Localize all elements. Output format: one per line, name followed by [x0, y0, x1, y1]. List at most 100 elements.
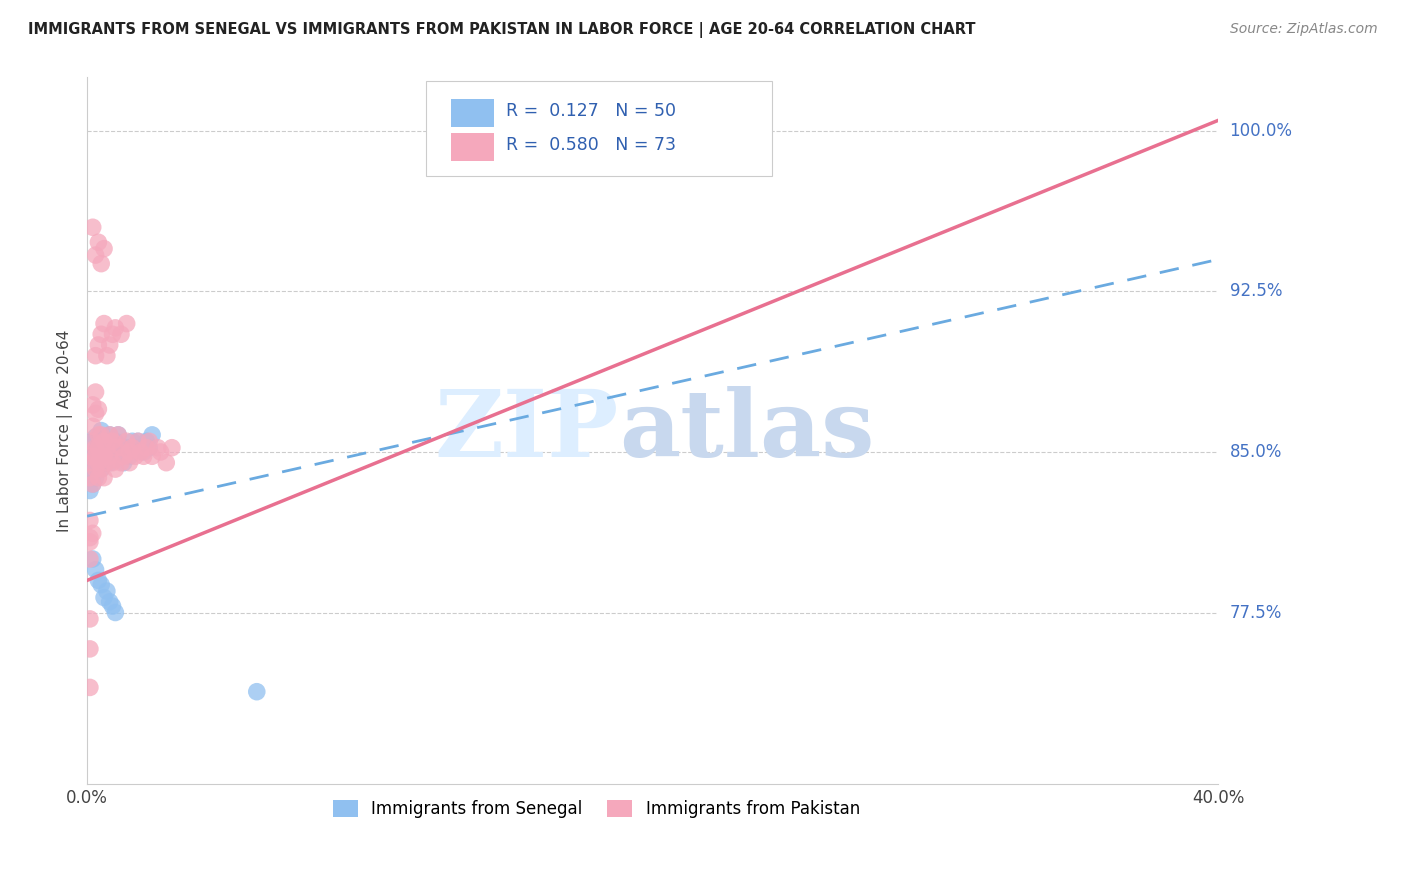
Point	[90, 577, 112, 591]
Point	[112, 456, 135, 470]
Point	[84, 450, 107, 464]
Point	[98, 450, 121, 464]
Point	[87, 338, 110, 352]
Point	[93, 471, 115, 485]
Point	[79, 483, 101, 498]
Point	[79, 450, 101, 464]
Point	[112, 450, 135, 464]
Point	[90, 424, 112, 438]
Point	[84, 445, 107, 459]
Point	[87, 460, 110, 475]
Point	[138, 441, 160, 455]
Point	[79, 681, 101, 695]
Text: 85.0%: 85.0%	[1230, 443, 1282, 461]
Point	[84, 462, 107, 476]
Point	[118, 445, 141, 459]
Point	[138, 434, 160, 449]
Point	[141, 428, 163, 442]
Point	[160, 441, 183, 455]
Bar	[451, 99, 495, 127]
FancyBboxPatch shape	[426, 81, 772, 177]
Point	[127, 434, 149, 449]
Point	[87, 441, 110, 455]
Text: atlas: atlas	[619, 385, 875, 475]
Point	[79, 531, 101, 545]
Point	[84, 248, 107, 262]
Point	[101, 456, 124, 470]
Point	[96, 349, 118, 363]
Point	[82, 552, 104, 566]
Point	[93, 317, 115, 331]
Text: Source: ZipAtlas.com: Source: ZipAtlas.com	[1230, 22, 1378, 37]
Point	[84, 563, 107, 577]
Point	[104, 441, 127, 455]
Point	[82, 477, 104, 491]
Point	[115, 317, 138, 331]
Point	[132, 445, 155, 459]
Point	[84, 471, 107, 485]
Point	[101, 441, 124, 455]
Point	[129, 445, 152, 459]
Point	[82, 434, 104, 449]
Point	[79, 456, 101, 470]
Point	[82, 477, 104, 491]
Point	[110, 327, 132, 342]
Point	[87, 471, 110, 485]
Point	[121, 434, 143, 449]
Point	[104, 462, 127, 476]
Point	[121, 441, 143, 455]
Point	[79, 612, 101, 626]
Point	[93, 456, 115, 470]
Point	[101, 327, 124, 342]
Point	[96, 450, 118, 464]
Point	[90, 257, 112, 271]
Point	[118, 456, 141, 470]
Point	[101, 599, 124, 613]
Point	[87, 235, 110, 250]
Point	[93, 434, 115, 449]
Point	[87, 441, 110, 455]
Point	[79, 471, 101, 485]
Point	[93, 441, 115, 455]
Point	[93, 450, 115, 464]
Point	[82, 456, 104, 470]
Point	[98, 338, 121, 352]
Point	[127, 434, 149, 449]
Bar	[451, 133, 495, 161]
Point	[79, 513, 101, 527]
Point	[96, 456, 118, 470]
Point	[79, 467, 101, 481]
Point	[98, 595, 121, 609]
Point	[107, 428, 129, 442]
Point	[82, 419, 104, 434]
Point	[82, 220, 104, 235]
Point	[82, 434, 104, 449]
Point	[84, 407, 107, 421]
Point	[98, 428, 121, 442]
Point	[87, 450, 110, 464]
Point	[84, 462, 107, 476]
Point	[87, 574, 110, 588]
Point	[90, 462, 112, 476]
Point	[101, 434, 124, 449]
Point	[96, 441, 118, 455]
Point	[135, 434, 157, 449]
Point	[84, 349, 107, 363]
Point	[118, 450, 141, 464]
Point	[82, 398, 104, 412]
Point	[107, 428, 129, 442]
Point	[90, 462, 112, 476]
Point	[104, 450, 127, 464]
Point	[98, 428, 121, 442]
Point	[141, 450, 163, 464]
Point	[84, 441, 107, 455]
Text: R =  0.127   N = 50: R = 0.127 N = 50	[506, 103, 676, 120]
Point	[90, 450, 112, 464]
Point	[93, 242, 115, 256]
Point	[149, 445, 172, 459]
Point	[82, 450, 104, 464]
Point	[246, 684, 269, 698]
Point	[82, 526, 104, 541]
Point	[124, 441, 146, 455]
Text: 92.5%: 92.5%	[1230, 283, 1282, 301]
